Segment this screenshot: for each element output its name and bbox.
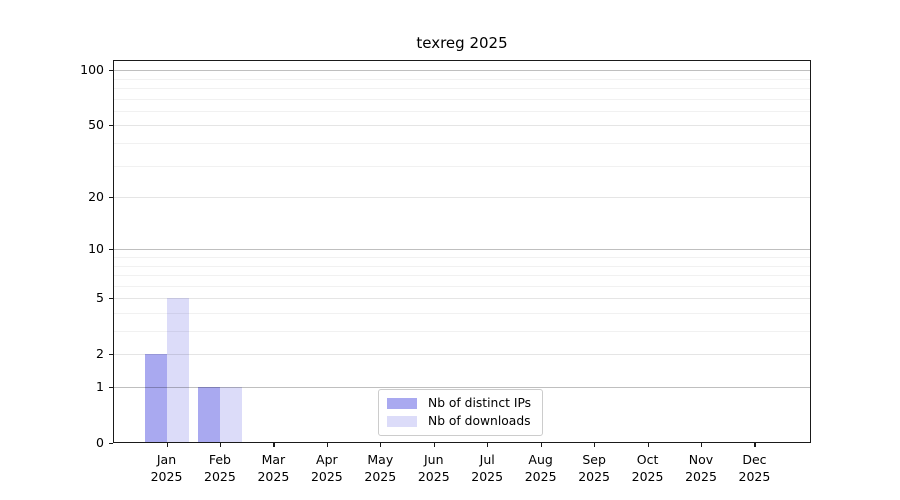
x-tick-mark [219,443,222,447]
bar-distinct-ips-jan [144,354,167,443]
x-tick-label-year: 2025 [471,468,504,484]
y-gridline [114,249,810,251]
x-tick-label-year: 2025 [364,468,397,484]
x-tick-mark [647,443,649,447]
y-tick-mark [109,124,113,127]
x-tick-label-month: Aug [528,452,553,467]
y-tick-mark [109,196,113,198]
x-tick-label: Jun 2025 [402,452,466,485]
y-tick-label: 20 [88,189,104,205]
legend-swatch-downloads [387,416,417,427]
x-tick-label-month: Mar [261,452,286,467]
y-gridline [114,354,810,356]
y-gridline [114,110,810,112]
x-tick-label-month: Oct [636,452,659,467]
y-gridline [114,285,810,287]
x-tick-mark [594,443,596,447]
x-tick-label: May 2025 [348,452,412,485]
x-tick-label-month: Jun [423,452,444,467]
x-tick-mark [433,443,435,447]
x-tick-label-year: 2025 [150,468,183,484]
y-gridline [114,88,810,90]
bar-distinct-ips-feb [197,387,220,443]
x-tick-label-year: 2025 [738,468,771,484]
x-tick-label-month: Sep [582,452,606,467]
y-gridline [114,298,810,300]
x-tick-label-year: 2025 [578,468,610,484]
y-gridline [114,143,810,145]
y-gridline [114,98,810,100]
x-tick-label: Feb 2025 [188,452,252,485]
x-tick-label-year: 2025 [524,468,557,484]
plot-border [113,60,811,443]
x-tick-label: Nov 2025 [669,452,733,485]
bar-downloads-feb [219,387,242,443]
y-tick-label: 2 [96,346,104,362]
y-tick-mark [109,442,113,444]
y-tick-mark [109,297,113,299]
y-tick-mark [109,353,113,355]
x-tick-label-month: Jan [156,452,177,467]
y-tick-label: 100 [80,62,104,78]
y-gridline [114,312,810,314]
y-tick-mark [109,386,113,388]
legend: Nb of distinct IPs Nb of downloads [378,389,543,436]
x-tick-label: Mar 2025 [241,452,305,485]
x-tick-label: Jan 2025 [135,452,199,485]
x-tick-label: Apr 2025 [295,452,359,485]
y-gridline [114,257,810,258]
legend-swatch-distinct-ips [387,398,417,409]
y-tick-label: 5 [96,290,104,306]
x-tick-label-month: Dec [742,452,767,467]
y-gridline [114,331,810,333]
y-tick-label: 10 [88,241,104,257]
x-tick-mark [701,443,703,447]
x-tick-mark [380,443,382,447]
legend-row-distinct-ips: Nb of distinct IPs [387,396,534,411]
x-tick-label: Sep 2025 [562,452,626,485]
x-tick-label: Jul 2025 [455,452,519,485]
y-gridline [114,265,810,267]
chart-title: texreg 2025 [416,34,508,52]
y-gridline [114,275,810,277]
y-gridline [114,125,810,127]
y-gridline [114,165,810,167]
x-tick-label: Dec 2025 [722,452,786,485]
x-tick-label-month: Apr [316,452,338,467]
x-tick-label-month: Feb [208,452,231,467]
x-tick-label: Oct 2025 [616,452,680,485]
x-tick-mark [487,443,489,447]
x-tick-mark [166,443,168,447]
x-tick-label-year: 2025 [257,468,290,484]
legend-label-distinct-ips: Nb of distinct IPs [428,396,532,410]
y-tick-mark [109,69,113,71]
y-gridline [114,78,810,80]
legend-row-downloads: Nb of downloads [387,414,534,429]
x-tick-label-year: 2025 [417,468,450,484]
x-tick-label-month: Nov [688,452,714,467]
y-tick-label: 0 [96,435,104,450]
bar-downloads-jan [166,298,189,443]
y-gridline [114,387,810,388]
legend-label-downloads: Nb of downloads [428,414,531,428]
x-tick-mark [273,443,275,447]
y-tick-mark [109,248,113,250]
x-tick-label-year: 2025 [631,468,664,484]
x-tick-label: Aug 2025 [509,452,573,485]
x-tick-label-year: 2025 [685,468,717,484]
x-tick-label-month: Jul [479,452,495,467]
y-gridline [114,197,810,199]
x-tick-label-year: 2025 [204,468,236,484]
x-tick-mark [540,443,542,447]
y-tick-label: 1 [96,379,104,394]
y-gridline [114,70,810,72]
x-tick-label-year: 2025 [310,468,343,484]
x-tick-mark [326,443,329,447]
y-tick-label: 50 [88,117,104,133]
x-tick-label-month: May [367,452,394,467]
x-tick-mark [754,443,756,447]
